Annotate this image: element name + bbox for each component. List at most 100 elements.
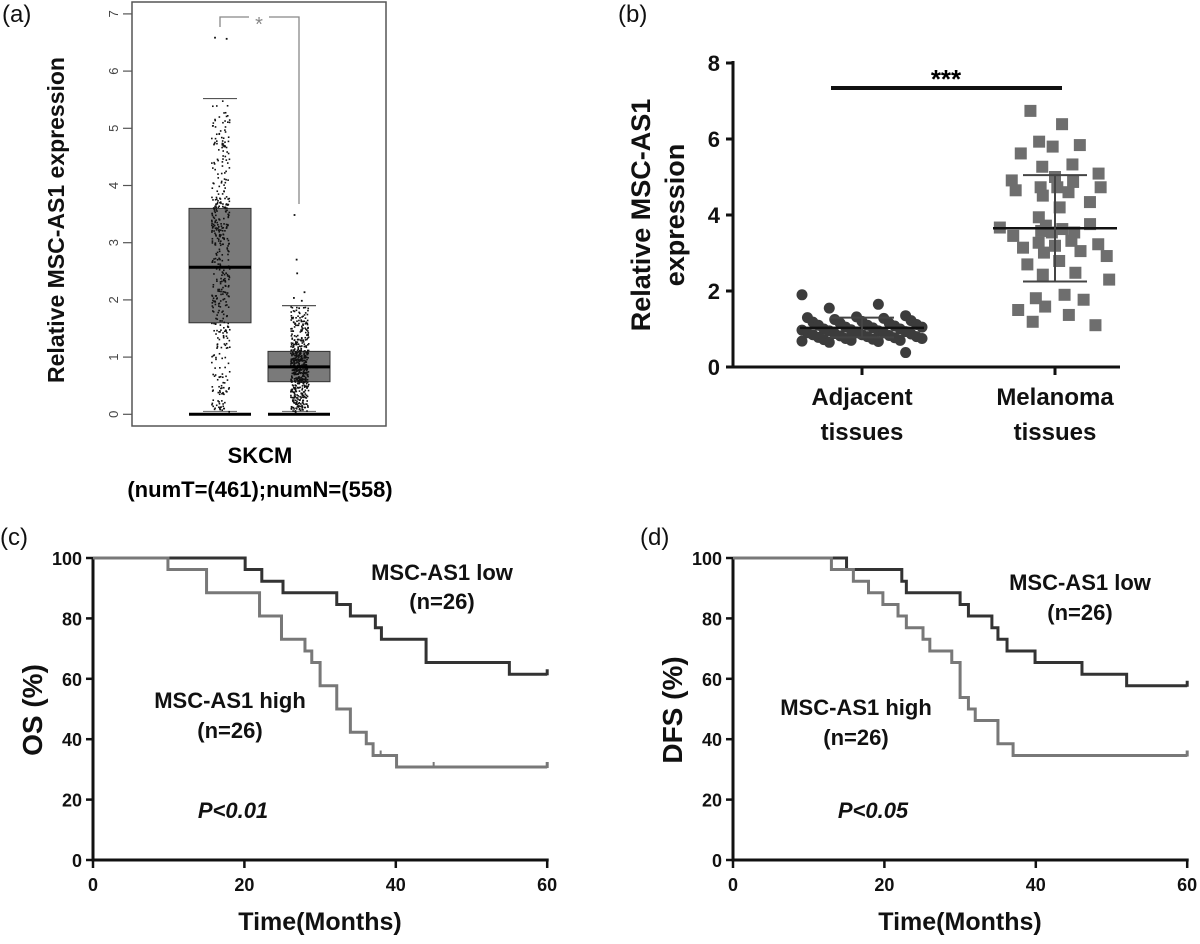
data-point <box>290 345 292 348</box>
adjacent-data-point <box>872 336 884 348</box>
data-point <box>217 290 219 292</box>
y-tick-label: 2 <box>708 279 720 304</box>
data-point <box>306 337 309 340</box>
data-point <box>220 182 223 184</box>
data-point <box>293 391 296 393</box>
data-point <box>222 158 224 160</box>
data-point <box>212 283 215 286</box>
data-point <box>224 181 227 184</box>
data-point <box>302 370 305 372</box>
data-point <box>297 379 300 382</box>
data-point <box>303 343 306 346</box>
data-point <box>220 387 222 390</box>
data-point <box>215 254 218 256</box>
data-point <box>224 111 227 114</box>
data-point <box>217 227 219 230</box>
data-point <box>303 355 306 357</box>
data-point <box>299 386 301 389</box>
data-point <box>295 351 297 354</box>
data-point <box>293 339 296 341</box>
data-point <box>305 328 307 331</box>
data-point <box>306 351 309 353</box>
data-point <box>219 282 222 285</box>
data-point <box>227 136 230 139</box>
melanoma-data-point <box>1012 304 1025 316</box>
data-point <box>227 253 229 256</box>
data-point <box>213 143 215 146</box>
data-point <box>228 211 231 214</box>
data-point <box>225 170 227 173</box>
data-point <box>226 337 229 339</box>
data-point <box>226 115 229 117</box>
data-point <box>221 140 224 142</box>
y-tick-label: 8 <box>708 51 720 76</box>
data-point <box>224 329 227 331</box>
data-point <box>307 309 309 312</box>
melanoma-data-point <box>1103 273 1116 286</box>
p-value: P<0.05 <box>838 798 909 823</box>
data-point <box>300 329 302 331</box>
data-point <box>302 402 304 404</box>
data-point <box>301 378 304 380</box>
legend-low-label: MSC-AS1 low <box>371 560 514 585</box>
data-point <box>220 277 222 280</box>
data-point <box>301 408 304 411</box>
data-point <box>227 322 230 325</box>
data-point <box>292 349 295 351</box>
melanoma-data-point <box>1009 184 1022 197</box>
data-point <box>293 392 296 395</box>
data-point <box>305 403 307 405</box>
data-point <box>222 278 225 281</box>
data-point <box>306 374 309 376</box>
data-point <box>303 359 306 362</box>
data-point <box>216 378 219 381</box>
data-point <box>298 360 301 363</box>
data-point <box>221 409 223 411</box>
data-point <box>224 366 226 369</box>
data-point <box>292 310 295 312</box>
data-point <box>293 402 296 404</box>
data-point <box>216 221 218 224</box>
panel-a-boxplot: Relative MSC-AS1 expression SKCM (numT=(… <box>43 1 393 502</box>
data-point <box>217 240 220 242</box>
data-point <box>213 163 216 165</box>
data-point <box>218 248 221 251</box>
data-point <box>295 399 297 402</box>
data-point <box>224 141 226 143</box>
data-point <box>306 403 308 405</box>
data-point <box>211 227 214 229</box>
data-point <box>223 237 226 240</box>
data-point <box>303 352 306 355</box>
data-point <box>220 406 222 408</box>
data-point <box>300 397 302 399</box>
legend-high-label: MSC-AS1 high <box>780 695 932 720</box>
data-point <box>307 383 310 386</box>
data-point <box>302 394 305 397</box>
data-point <box>215 235 217 237</box>
data-point <box>307 385 309 387</box>
data-point <box>224 155 227 158</box>
data-point <box>301 387 304 390</box>
data-point <box>292 386 295 389</box>
melanoma-data-point <box>1062 186 1075 199</box>
data-point <box>302 306 305 309</box>
data-point <box>302 315 304 318</box>
data-point <box>226 207 228 209</box>
data-point <box>290 311 293 313</box>
data-point <box>224 291 227 294</box>
data-point <box>212 311 215 313</box>
data-point <box>211 219 213 222</box>
melanoma-data-point <box>1046 140 1059 153</box>
y-tick-label: 3 <box>106 239 121 246</box>
panel-label-c: (c) <box>0 524 28 551</box>
data-point <box>214 232 216 235</box>
data-point <box>225 115 228 118</box>
data-point <box>225 301 227 303</box>
data-point <box>295 324 297 327</box>
data-point <box>214 227 217 230</box>
data-point <box>224 210 227 213</box>
data-point <box>226 273 229 276</box>
data-point <box>221 165 224 167</box>
data-point <box>215 298 218 300</box>
data-point <box>301 407 303 409</box>
